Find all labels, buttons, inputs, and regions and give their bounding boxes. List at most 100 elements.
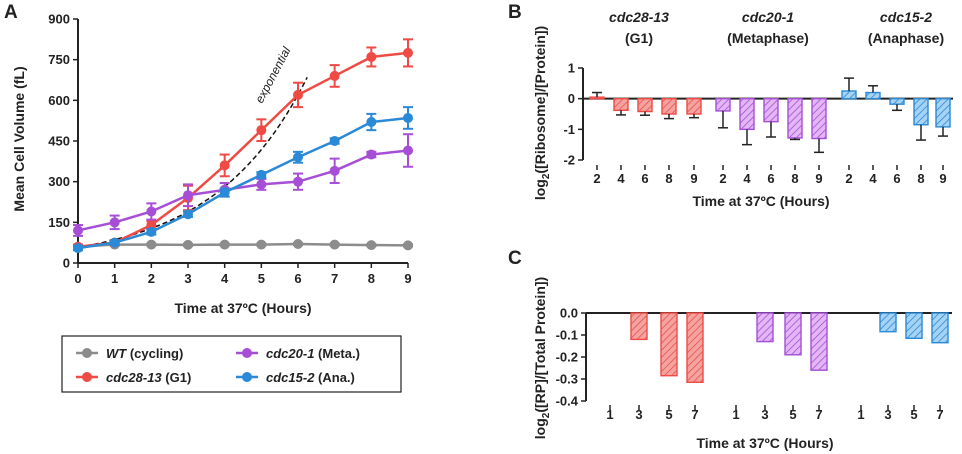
bar bbox=[756, 312, 774, 343]
x-tick-label: 2 bbox=[593, 171, 600, 186]
panel-a-ylabel: Mean Cell Volume (fL) bbox=[11, 66, 27, 211]
x-tick-label: 3 bbox=[635, 407, 642, 422]
y-tick-label: -0.1 bbox=[556, 328, 578, 343]
x-tick-label: 8 bbox=[368, 271, 375, 286]
legend-swatch-marker bbox=[242, 348, 252, 358]
x-tick-label: 9 bbox=[690, 171, 697, 186]
x-tick-label: 7 bbox=[815, 407, 822, 422]
bar-group-1 bbox=[756, 312, 828, 371]
x-tick-label: 3 bbox=[761, 407, 768, 422]
y-tick-label: 0 bbox=[63, 256, 70, 271]
y-tick-label: -1 bbox=[563, 122, 575, 137]
x-tick-label: 8 bbox=[791, 171, 798, 186]
strain-header: cdc15-2 bbox=[880, 9, 932, 25]
strain-header: cdc20-1 bbox=[742, 9, 794, 25]
bar-group-cdc15-2 bbox=[841, 77, 951, 141]
bar bbox=[630, 312, 648, 341]
x-tick-label: 6 bbox=[294, 271, 301, 286]
bar bbox=[879, 312, 897, 333]
exponential-curve bbox=[77, 76, 308, 249]
bar bbox=[810, 312, 828, 371]
bar bbox=[637, 97, 653, 113]
x-tick-label: 8 bbox=[665, 171, 672, 186]
x-tick-label: 6 bbox=[641, 171, 648, 186]
x-tick-label: 5 bbox=[258, 271, 265, 286]
x-tick-label: 5 bbox=[665, 407, 672, 422]
x-tick-label: 0 bbox=[74, 271, 81, 286]
data-point bbox=[293, 89, 303, 100]
legend-label: cdc20-1 (Meta.) bbox=[266, 346, 360, 361]
x-tick-label: 5 bbox=[789, 407, 796, 422]
panel-a-axes: 0 150 300 450 600 750 900 0 1 2 3 4 5 6 7 8 9 bbox=[48, 12, 411, 287]
data-point bbox=[109, 217, 120, 228]
data-point bbox=[256, 125, 267, 136]
data-point bbox=[109, 237, 120, 248]
y-tick-label: 600 bbox=[48, 93, 70, 108]
bar bbox=[913, 97, 929, 126]
data-point bbox=[293, 239, 303, 250]
legend-label: cdc28-13 (G1) bbox=[106, 370, 191, 385]
data-point bbox=[366, 240, 377, 251]
bar bbox=[686, 97, 702, 115]
phase-header: (Metaphase) bbox=[727, 30, 809, 46]
panel-b: B cdc28-13 (G1) cdc20-1 (Metaphase) cdc15-2 (… bbox=[508, 2, 953, 209]
x-tick-label: 4 bbox=[869, 171, 877, 186]
data-point bbox=[329, 239, 340, 250]
panel-c-bars bbox=[630, 312, 949, 384]
data-point bbox=[403, 112, 413, 123]
bar-group-2 bbox=[879, 312, 949, 344]
bar-group-cdc28-13 bbox=[589, 91, 702, 120]
y-tick-label: 0 bbox=[568, 91, 575, 106]
bar bbox=[841, 90, 857, 100]
x-tick-label: 1 bbox=[606, 407, 613, 422]
x-tick-label: 2 bbox=[719, 171, 726, 186]
data-point bbox=[366, 149, 377, 160]
y-tick-label: -0.2 bbox=[556, 350, 578, 365]
bar bbox=[865, 91, 881, 100]
x-tick-label: 5 bbox=[910, 407, 917, 422]
y-tick-label: -0.3 bbox=[556, 372, 578, 387]
legend-swatch-marker bbox=[82, 348, 92, 358]
data-point bbox=[183, 190, 193, 201]
data-point bbox=[329, 136, 340, 146]
x-tick-label: 8 bbox=[917, 171, 924, 186]
data-point bbox=[329, 165, 340, 176]
bar bbox=[931, 312, 949, 344]
x-tick-label: 7 bbox=[691, 407, 698, 422]
data-point bbox=[146, 239, 157, 250]
bar-group-0 bbox=[630, 312, 704, 384]
x-tick-label: 9 bbox=[939, 171, 946, 186]
series-line bbox=[77, 116, 409, 250]
panel-a-xlabel: Time at 37ºC (Hours) bbox=[174, 300, 311, 316]
bar bbox=[589, 96, 605, 100]
panel-b-bars bbox=[589, 77, 951, 154]
bar bbox=[763, 97, 779, 123]
y-tick-label: 750 bbox=[48, 52, 70, 67]
x-tick-label: 3 bbox=[184, 271, 191, 286]
x-tick-label: 2 bbox=[148, 271, 155, 286]
data-point bbox=[366, 117, 377, 128]
panel-b-label: B bbox=[508, 2, 522, 23]
data-point bbox=[73, 243, 83, 254]
panel-a: A 0 150 300 450 600 750 900 0 1 2 3 4 5 6 7 8 9 exponent… bbox=[4, 2, 413, 316]
panel-c: C 0.0 -0.1 -0.2 -0.3 -0.4 1 3 5 7 1 3 5 7 1 3 5 7 log2([… bbox=[508, 248, 952, 451]
phase-header: (Anaphase) bbox=[868, 30, 944, 46]
panel-c-label: C bbox=[508, 248, 522, 269]
x-tick-label: 1 bbox=[857, 407, 864, 422]
legend-box bbox=[61, 335, 402, 393]
legend-label: cdc15-2 (Ana.) bbox=[266, 370, 355, 385]
bar bbox=[661, 97, 677, 115]
bar-group-cdc20-1 bbox=[715, 97, 827, 154]
series-line bbox=[77, 149, 409, 232]
x-tick-label: 6 bbox=[893, 171, 900, 186]
x-tick-label: 2 bbox=[845, 171, 852, 186]
data-point bbox=[219, 239, 230, 250]
x-tick-label: 7 bbox=[936, 407, 943, 422]
data-point bbox=[403, 47, 413, 58]
panel-b-axes: 10-1-22 4 6 8 9 2 4 6 8 9 2 4 6 8 9 bbox=[563, 61, 953, 186]
y-tick-label: 150 bbox=[48, 215, 70, 230]
x-tick-label: 1 bbox=[732, 407, 739, 422]
data-point bbox=[366, 51, 377, 62]
x-tick-label: 9 bbox=[815, 171, 822, 186]
